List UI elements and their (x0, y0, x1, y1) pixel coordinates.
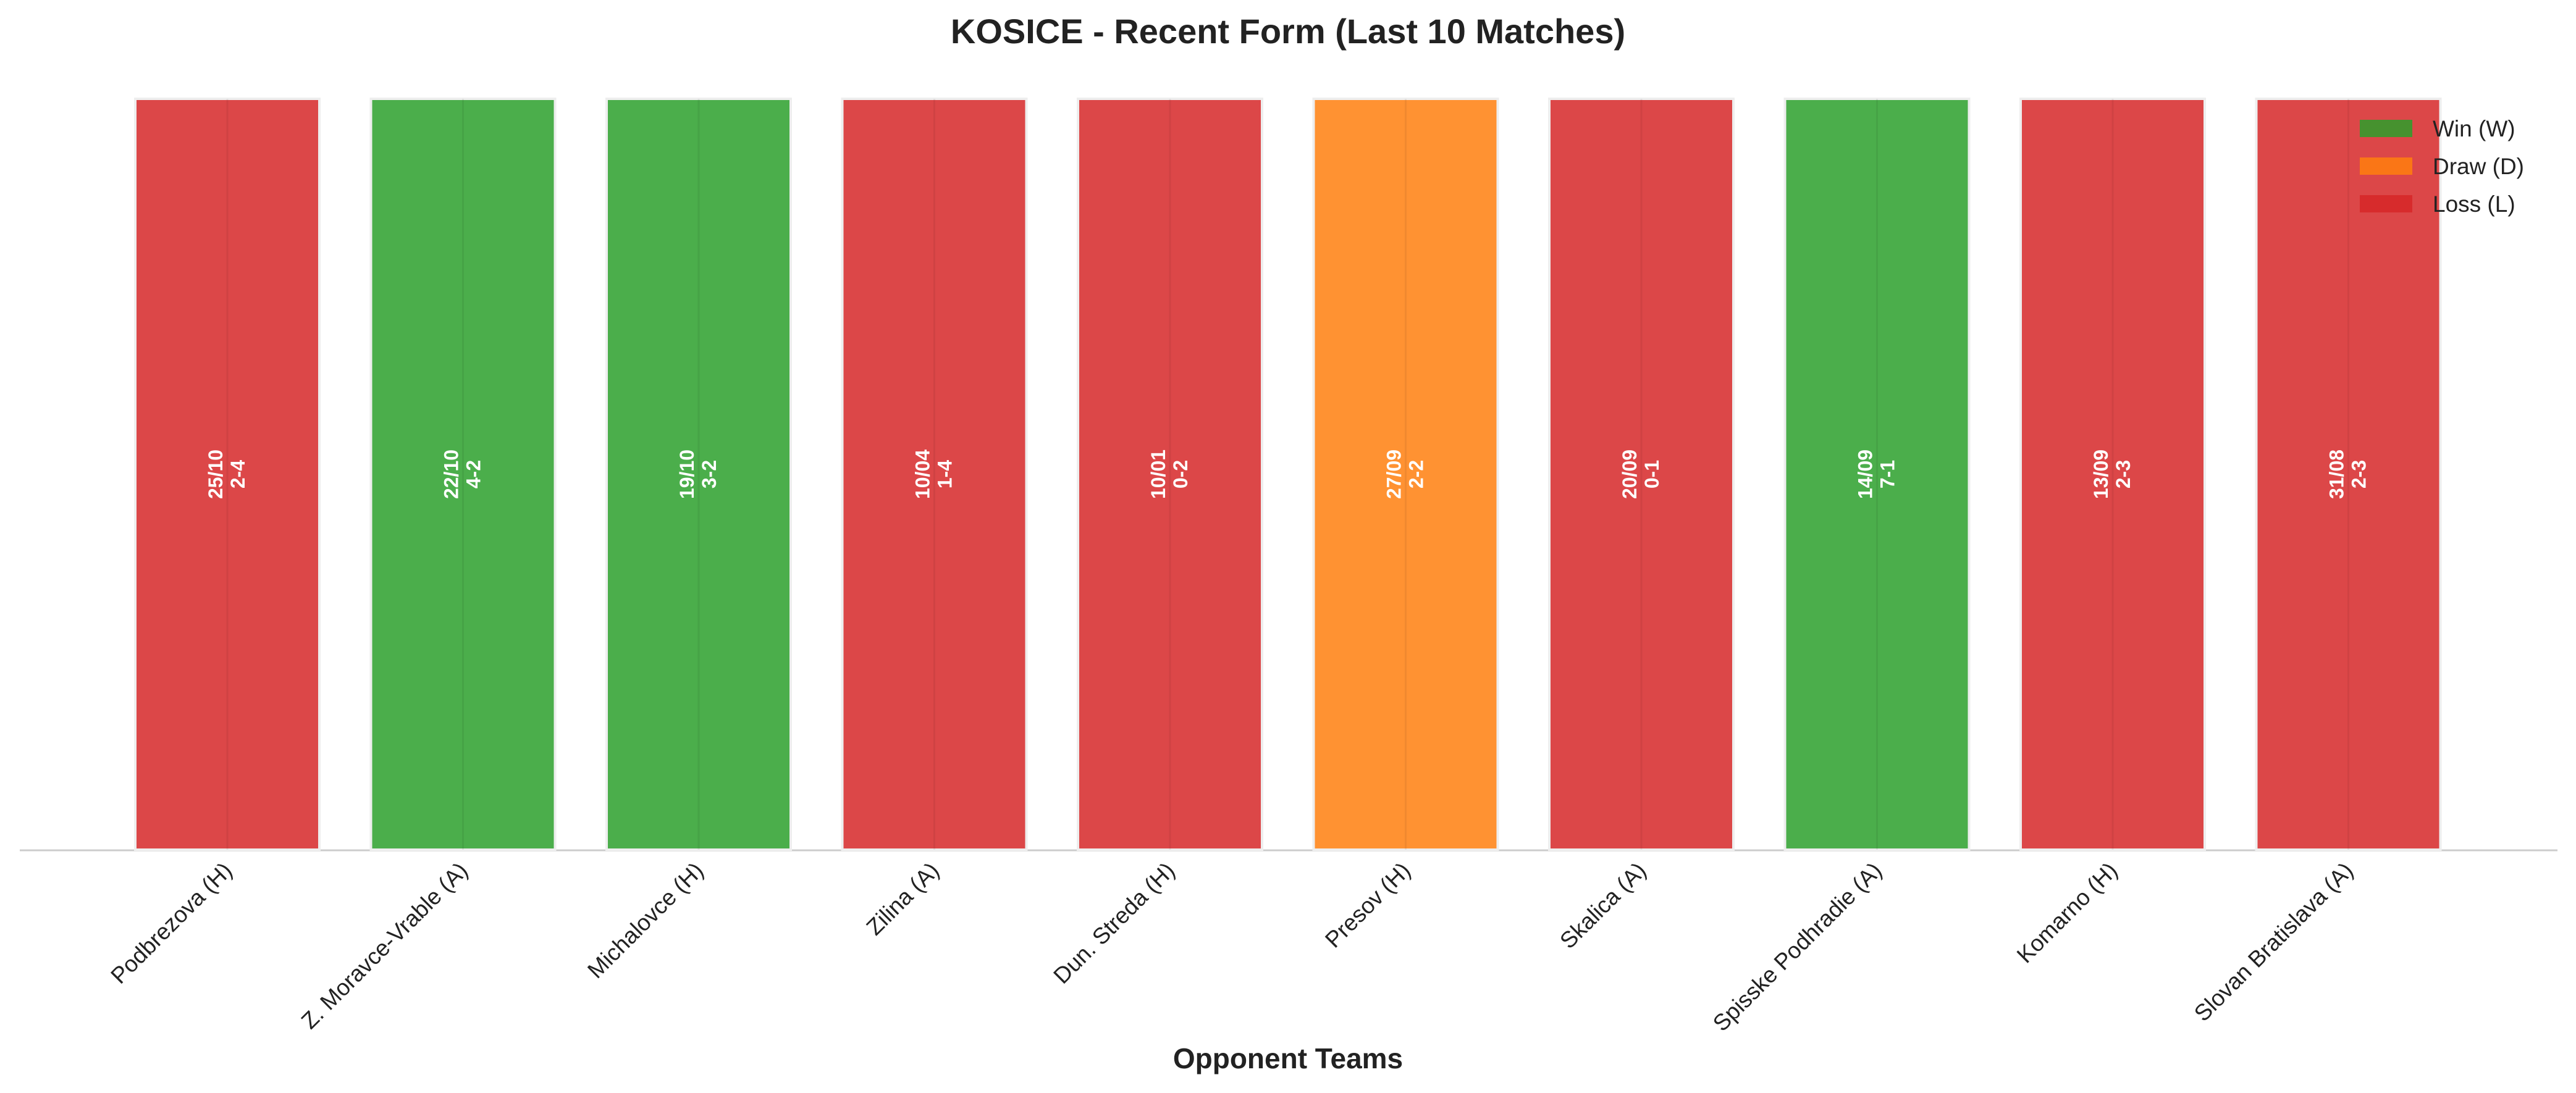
x-tick-label: Z. Moravce-Vrable (A) (297, 858, 473, 1034)
match-date: 10/04 (912, 450, 934, 499)
legend-swatch (2360, 157, 2412, 175)
match-score: 4-2 (463, 460, 485, 488)
bar-label: 10/041-4 (912, 450, 956, 499)
match-date: 22/10 (440, 450, 463, 499)
x-tick-label: Komarno (H) (2012, 858, 2123, 968)
match-score: 0-1 (1641, 460, 1663, 488)
x-tick-label: Michalovce (H) (583, 858, 708, 983)
bar (841, 98, 1028, 851)
match-score: 2-3 (2112, 460, 2134, 488)
bar-label: 14/097-1 (1854, 450, 1899, 499)
chart-title: KOSICE - Recent Form (Last 10 Matches) (951, 12, 1625, 51)
match-date: 10/01 (1147, 450, 1169, 499)
match-score: 2-2 (1405, 460, 1428, 488)
bar-label: 31/082-3 (2326, 450, 2370, 499)
bar-label: 20/090-1 (1618, 450, 1663, 499)
match-score: 7-1 (1877, 460, 1899, 488)
bar (134, 98, 321, 851)
x-tick-label: Zilina (A) (861, 858, 944, 940)
x-tick-label: Presov (H) (1320, 858, 1415, 953)
bar-label: 27/092-2 (1383, 450, 1428, 499)
bar (1312, 98, 1499, 851)
match-date: 31/08 (2326, 450, 2348, 499)
x-tick-label: Podbrezova (H) (106, 858, 237, 989)
legend-label: Loss (L) (2433, 191, 2515, 217)
x-tick-label: Dun. Streda (H) (1048, 858, 1179, 989)
match-score: 1-4 (934, 460, 956, 488)
match-date: 13/09 (2090, 450, 2112, 499)
match-date: 27/09 (1383, 450, 1405, 499)
x-tick-label: Skalica (A) (1555, 858, 1651, 953)
match-date: 14/09 (1854, 450, 1877, 499)
match-date: 20/09 (1618, 450, 1641, 499)
bar (605, 98, 792, 851)
bar (2019, 98, 2206, 851)
bar (369, 98, 557, 851)
match-score: 2-4 (227, 460, 249, 488)
bar (2255, 98, 2442, 851)
x-tick-label: Spisske Podhradie (A) (1708, 858, 1887, 1036)
match-date: 19/10 (676, 450, 698, 499)
match-score: 2-3 (2348, 460, 2370, 488)
x-tick-label: Slovan Bratislava (A) (2189, 858, 2358, 1026)
match-score: 3-2 (698, 460, 720, 488)
legend-label: Draw (D) (2433, 154, 2524, 179)
match-score: 0-2 (1169, 460, 1192, 488)
bar-label: 25/102-4 (204, 450, 249, 499)
match-date: 25/10 (204, 450, 227, 499)
bar (1783, 98, 1971, 851)
bar-label: 10/010-2 (1147, 450, 1192, 499)
bar (1077, 98, 1263, 851)
bar-label: 13/092-3 (2090, 450, 2134, 499)
bar-label: 22/104-2 (440, 450, 485, 499)
bar (1548, 98, 1735, 851)
x-axis-label: Opponent Teams (1173, 1042, 1403, 1074)
legend-swatch (2360, 120, 2412, 137)
legend-label: Win (W) (2433, 116, 2515, 141)
bar-label: 19/103-2 (676, 450, 720, 499)
legend-swatch (2360, 195, 2412, 212)
